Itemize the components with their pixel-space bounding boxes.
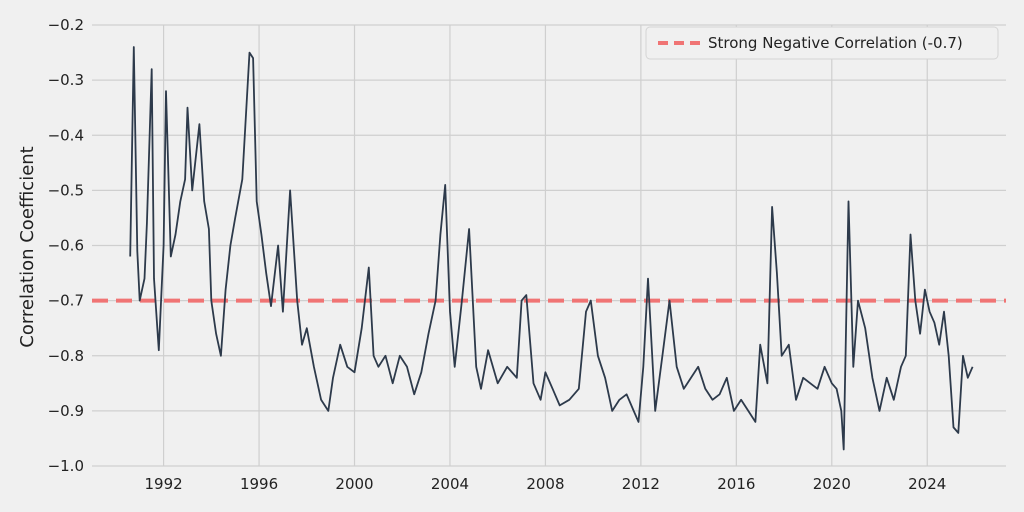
x-tick-label: 1996 <box>240 475 278 493</box>
y-tick-label: −0.4 <box>48 126 84 144</box>
x-tick-label: 2024 <box>908 475 946 493</box>
y-tick-label: −0.9 <box>48 402 84 420</box>
legend-label-reference-line: Strong Negative Correlation (-0.7) <box>708 34 963 52</box>
y-tick-label: −0.2 <box>48 16 84 34</box>
legend: Strong Negative Correlation (-0.7) <box>645 26 999 60</box>
x-tick-label: 2004 <box>431 475 469 493</box>
x-tick-label: 2012 <box>622 475 660 493</box>
grid <box>92 24 1006 467</box>
y-tick-label: −0.6 <box>48 237 84 255</box>
legend-box <box>645 26 999 60</box>
y-tick-label: −0.3 <box>48 71 84 89</box>
series-layer <box>129 46 974 451</box>
y-axis-ticks: −1.0 −0.9 −0.8 −0.7 −0.6 −0.5 −0.4 −0.3 −0.2 <box>48 16 84 475</box>
y-tick-label: −0.5 <box>48 181 84 199</box>
y-axis-label: Correlation Coefficient <box>17 146 38 347</box>
x-tick-label: 2016 <box>717 475 755 493</box>
x-tick-label: 1992 <box>144 475 182 493</box>
series-line <box>129 46 974 451</box>
y-tick-label: −0.8 <box>48 347 84 365</box>
y-tick-label: −1.0 <box>48 457 84 475</box>
y-tick-label: −0.7 <box>48 292 84 310</box>
x-tick-label: 2000 <box>335 475 373 493</box>
x-tick-label: 2020 <box>813 475 851 493</box>
x-tick-label: 2008 <box>526 475 564 493</box>
x-axis-ticks: 1992 1996 2000 2004 2008 2012 2016 2020 2024 <box>144 475 946 493</box>
